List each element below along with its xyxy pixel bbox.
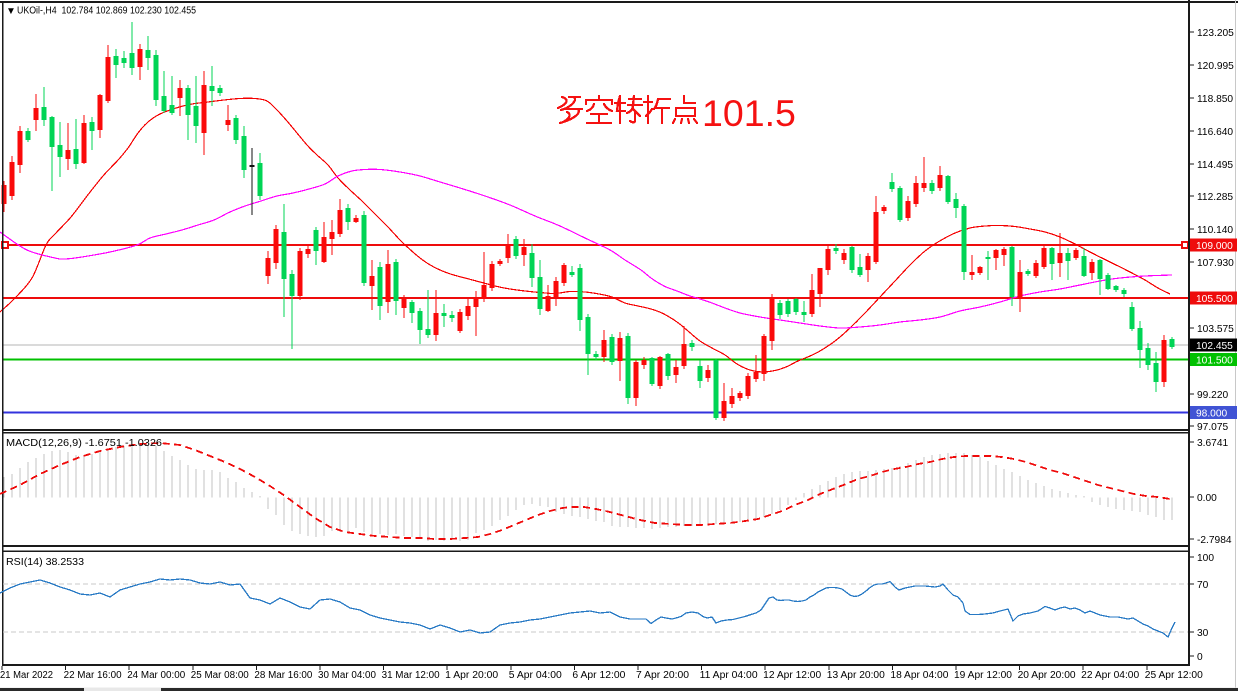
svg-text:31 Mar 12:00: 31 Mar 12:00 xyxy=(382,670,440,681)
svg-text:107.930: 107.930 xyxy=(1197,258,1234,269)
svg-text:98.000: 98.000 xyxy=(1196,409,1227,420)
svg-text:RSI(14) 38.2533: RSI(14) 38.2533 xyxy=(6,557,84,568)
svg-text:99.220: 99.220 xyxy=(1197,390,1228,401)
svg-text:25 Apr 12:00: 25 Apr 12:00 xyxy=(1145,670,1203,681)
svg-text:30: 30 xyxy=(1197,628,1209,639)
svg-text:109.000: 109.000 xyxy=(1196,241,1233,252)
svg-text:20 Apr 20:00: 20 Apr 20:00 xyxy=(1018,670,1076,681)
svg-text:30 Mar 04:00: 30 Mar 04:00 xyxy=(318,670,376,681)
svg-text:0.00: 0.00 xyxy=(1197,493,1217,504)
svg-text:103.575: 103.575 xyxy=(1197,324,1234,335)
svg-text:22 Mar 16:00: 22 Mar 16:00 xyxy=(64,670,122,681)
svg-text:28 Mar 16:00: 28 Mar 16:00 xyxy=(254,670,312,681)
svg-text:MACD(12,26,9) -1.6751 -1.0326: MACD(12,26,9) -1.6751 -1.0326 xyxy=(6,438,162,449)
svg-text:114.495: 114.495 xyxy=(1197,160,1233,171)
svg-text:100: 100 xyxy=(1197,553,1214,564)
svg-text:19 Apr 12:00: 19 Apr 12:00 xyxy=(954,670,1012,681)
svg-text:5 Apr 04:00: 5 Apr 04:00 xyxy=(509,670,562,681)
svg-text:101.5: 101.5 xyxy=(702,92,796,134)
svg-text:102.455: 102.455 xyxy=(1196,341,1233,352)
svg-text:-2.7984: -2.7984 xyxy=(1197,535,1232,546)
svg-text:101.500: 101.500 xyxy=(1196,356,1233,367)
svg-text:▼: ▼ xyxy=(6,6,16,17)
svg-text:12 Apr 12:00: 12 Apr 12:00 xyxy=(763,670,821,681)
svg-text:70: 70 xyxy=(1197,580,1209,591)
svg-text:118.850: 118.850 xyxy=(1197,94,1233,105)
svg-text:3.6741: 3.6741 xyxy=(1197,438,1228,449)
svg-text:123.205: 123.205 xyxy=(1197,28,1234,39)
svg-text:24 Mar 00:00: 24 Mar 00:00 xyxy=(127,670,185,681)
svg-text:116.640: 116.640 xyxy=(1197,127,1233,138)
svg-text:0: 0 xyxy=(1197,652,1203,663)
svg-text:13 Apr 20:00: 13 Apr 20:00 xyxy=(827,670,885,681)
svg-text:112.285: 112.285 xyxy=(1197,192,1233,203)
svg-text:18 Apr 04:00: 18 Apr 04:00 xyxy=(890,670,948,681)
svg-text:22 Apr 04:00: 22 Apr 04:00 xyxy=(1081,670,1139,681)
svg-text:1 Apr 20:00: 1 Apr 20:00 xyxy=(445,670,498,681)
svg-text:25 Mar 08:00: 25 Mar 08:00 xyxy=(191,670,249,681)
svg-text:6 Apr 12:00: 6 Apr 12:00 xyxy=(572,670,625,681)
svg-text:7 Apr 20:00: 7 Apr 20:00 xyxy=(636,670,689,681)
svg-text:21 Mar 2022: 21 Mar 2022 xyxy=(0,670,53,681)
svg-text:110.140: 110.140 xyxy=(1197,225,1233,236)
svg-text:105.500: 105.500 xyxy=(1196,294,1233,305)
svg-text:11 Apr 04:00: 11 Apr 04:00 xyxy=(700,670,758,681)
svg-text:UKOil-,H4 102.784 102.869 102: UKOil-,H4 102.784 102.869 102.230 102.45… xyxy=(17,6,196,17)
svg-text:97.075: 97.075 xyxy=(1197,422,1228,433)
svg-text:120.995: 120.995 xyxy=(1197,61,1234,72)
